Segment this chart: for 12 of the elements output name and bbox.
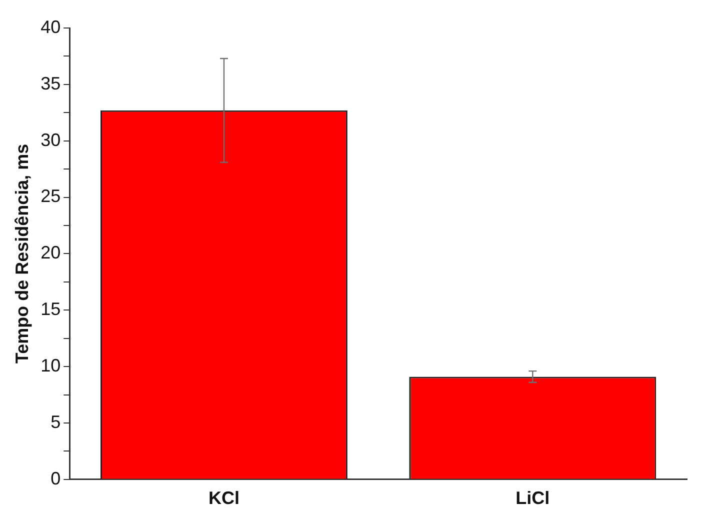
y-tick-label: 5 xyxy=(50,412,61,432)
x-tick-label: KCl xyxy=(208,488,240,508)
y-tick-label: 30 xyxy=(40,130,61,150)
y-tick-label: 0 xyxy=(50,468,61,488)
y-tick-label: 15 xyxy=(40,299,61,320)
y-tick-label: 20 xyxy=(40,242,61,263)
y-tick-label: 10 xyxy=(40,356,61,376)
y-tick-label: 25 xyxy=(40,186,61,206)
y-tick-label: 35 xyxy=(40,73,61,94)
x-tick-label: LiCl xyxy=(516,488,550,508)
y-tick-label: 40 xyxy=(40,16,61,37)
y-axis-title: Tempo de Residência, ms xyxy=(12,144,32,364)
